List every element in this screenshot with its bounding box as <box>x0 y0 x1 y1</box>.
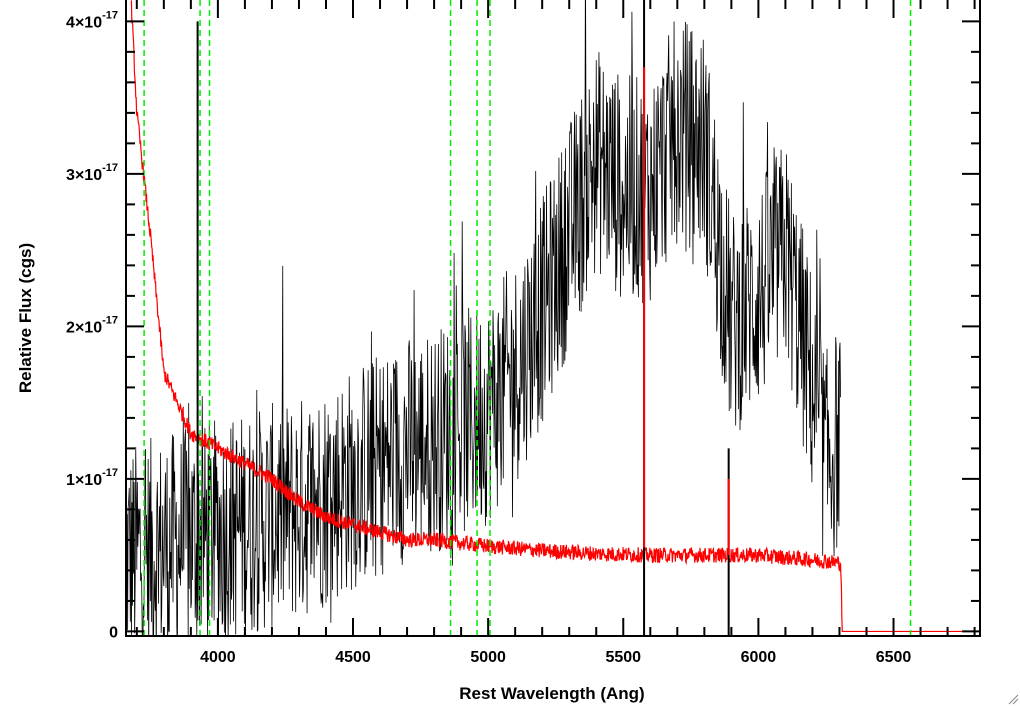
x-tick-label: 5500 <box>605 649 641 666</box>
y-tick-label: 1×10-17 <box>66 467 118 489</box>
spectrum-line-black <box>126 0 841 636</box>
spectrum-line-red <box>130 0 980 633</box>
y-axis-title: Relative Flux (cgs) <box>16 243 35 393</box>
y-tick-label: 2×10-17 <box>66 314 118 336</box>
x-tick-label: 6500 <box>876 649 912 666</box>
axis-ticks: 4000 4500 5000 5500 6000 6500 0 1×10-17 2×10-17 3… <box>66 0 980 666</box>
resize-grip-icon[interactable] <box>1008 694 1019 705</box>
x-tick-label: 6000 <box>741 649 777 666</box>
plot-frame <box>125 0 981 637</box>
x-tick-label: 4000 <box>200 649 236 666</box>
x-tick-label: 4500 <box>335 649 371 666</box>
x-axis-title: Rest Wavelength (Ang) <box>459 684 644 703</box>
y-tick-label: 0 <box>109 624 118 641</box>
plot-area <box>126 0 980 636</box>
y-tick-label: 4×10-17 <box>66 9 118 31</box>
x-tick-label: 5000 <box>470 649 506 666</box>
y-tick-label: 3×10-17 <box>66 162 118 184</box>
